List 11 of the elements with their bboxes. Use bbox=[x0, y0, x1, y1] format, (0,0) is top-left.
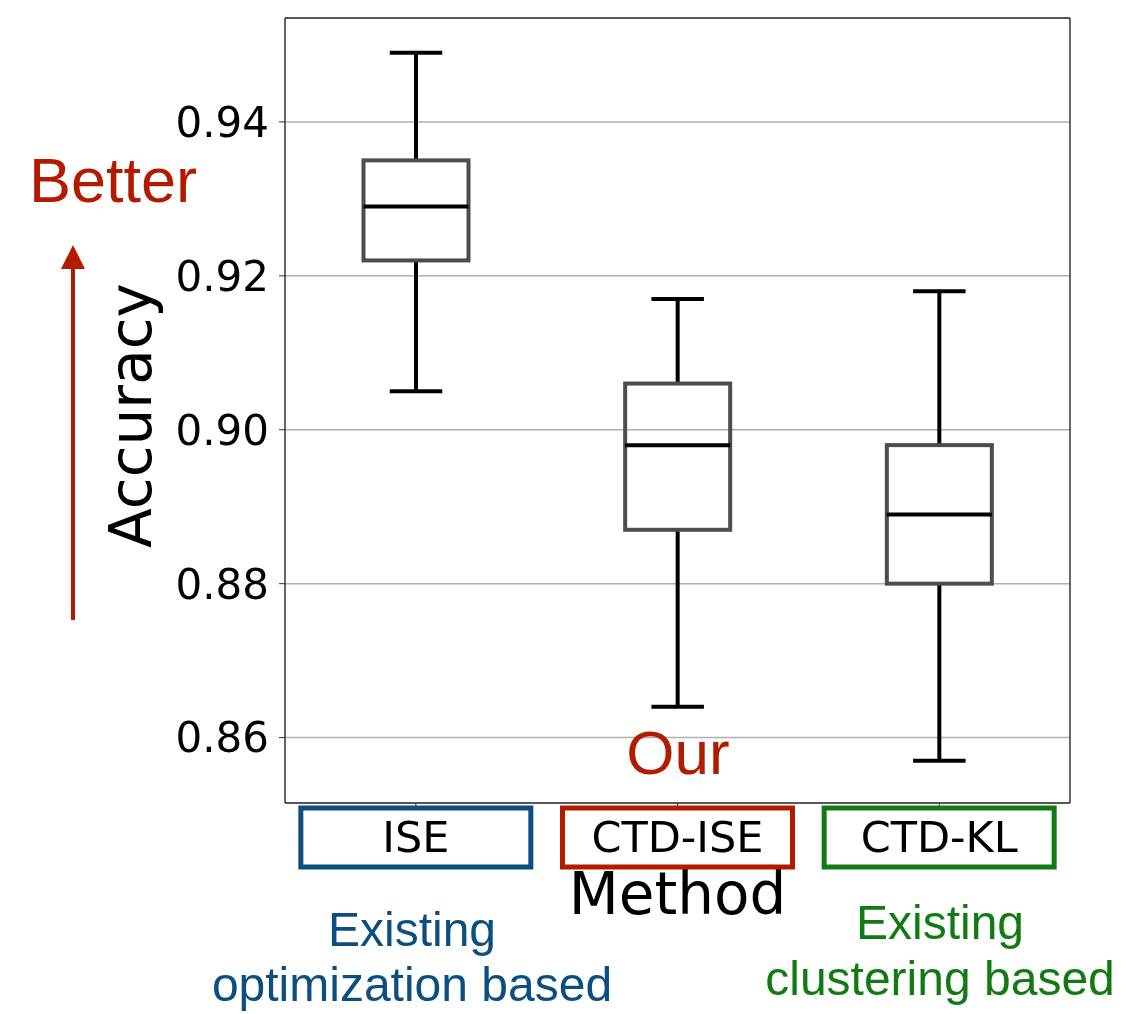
x-tick-label: ISE bbox=[382, 811, 450, 862]
y-tick-label: 0.86 bbox=[175, 713, 269, 763]
y-tick-label: 0.88 bbox=[175, 559, 269, 609]
text: Better bbox=[29, 145, 198, 215]
y-tick-label: 0.94 bbox=[175, 97, 269, 147]
y-axis-title: Accuracy bbox=[97, 283, 165, 548]
x-tick-label: CTD-ISE bbox=[591, 811, 764, 862]
x-tick-label: CTD-KL bbox=[860, 811, 1018, 862]
y-tick-label: 0.90 bbox=[175, 405, 269, 455]
y-tick-label: 0.92 bbox=[175, 251, 269, 301]
annotation: Our bbox=[626, 718, 730, 787]
